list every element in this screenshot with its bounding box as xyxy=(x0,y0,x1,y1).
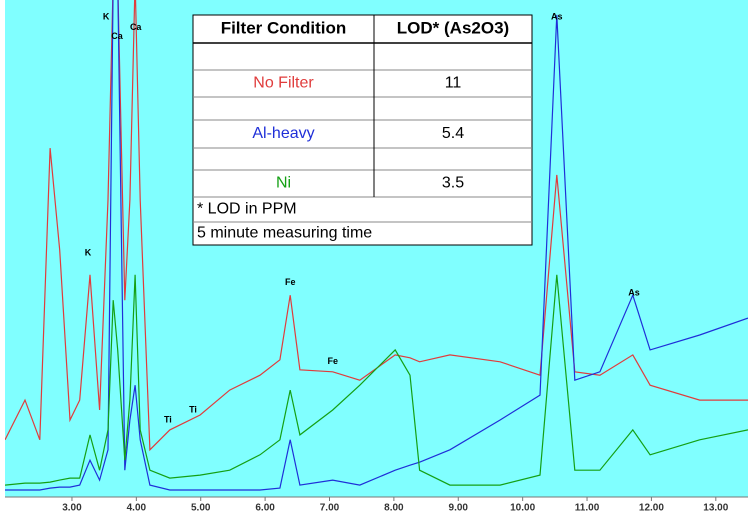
x-tick-label: 13.00 xyxy=(703,503,728,514)
plot-lines xyxy=(5,0,748,491)
spectrum-line xyxy=(5,0,748,491)
peak-label: Ca xyxy=(130,22,142,32)
x-tick-label: 11.00 xyxy=(575,503,600,514)
peak-label: K xyxy=(85,247,92,257)
lod-value: 3.5 xyxy=(442,175,464,192)
peak-label: Fe xyxy=(285,277,296,287)
table-note: 5 minute measuring time xyxy=(197,225,372,242)
x-tick-label: 5.00 xyxy=(191,503,211,514)
spectrum-line xyxy=(5,0,748,452)
peak-label: As xyxy=(551,11,563,21)
table-background xyxy=(192,14,533,246)
table-note: * LOD in PPM xyxy=(197,201,297,218)
peak-label: K xyxy=(103,11,110,21)
peak-label: Ca xyxy=(111,31,123,41)
table-header: LOD* (As2O3) xyxy=(397,18,509,37)
table-header: Filter Condition xyxy=(221,18,347,37)
peak-label: Ti xyxy=(164,414,172,424)
spectrum-line xyxy=(5,274,748,486)
peak-label: Ti xyxy=(189,404,197,414)
filter-name: Al-heavy xyxy=(252,125,314,142)
x-tick-label: 8.00 xyxy=(384,503,404,514)
lod-table: Filter Condition LOD* (As2O3) No Filter 11 A… xyxy=(192,14,533,246)
lod-value: 11 xyxy=(445,75,462,92)
lod-value: 5.4 xyxy=(442,125,464,142)
x-tick-label: 3.00 xyxy=(62,503,82,514)
peak-label: Fe xyxy=(327,356,338,366)
x-tick-label: 10.00 xyxy=(510,503,535,514)
x-tick-label: 12.00 xyxy=(639,503,664,514)
x-tick-label: 6.00 xyxy=(255,503,275,514)
filter-name: No Filter xyxy=(253,75,314,92)
x-tick-label: 9.00 xyxy=(449,503,469,514)
peak-label: As xyxy=(628,288,640,298)
x-tick-label: 7.00 xyxy=(320,503,340,514)
x-tick-label: 4.00 xyxy=(127,503,147,514)
filter-name: Ni xyxy=(276,175,291,192)
